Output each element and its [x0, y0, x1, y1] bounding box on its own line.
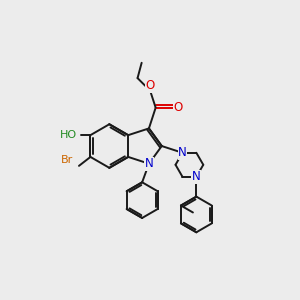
Text: N: N: [192, 170, 201, 183]
Text: O: O: [146, 79, 155, 92]
Text: N: N: [145, 157, 153, 170]
Text: N: N: [178, 146, 187, 159]
Text: Br: Br: [61, 155, 73, 165]
Text: HO: HO: [60, 130, 77, 140]
Text: O: O: [174, 101, 183, 114]
